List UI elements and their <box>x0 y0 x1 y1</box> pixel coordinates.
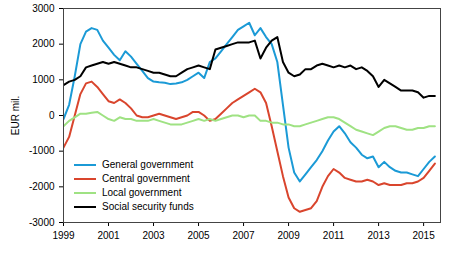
svg-text:2005: 2005 <box>187 230 210 241</box>
html-text:Social security funds: Social security funds <box>102 201 194 212</box>
svg-text:2000: 2000 <box>32 38 55 49</box>
svg-text:2013: 2013 <box>367 230 390 241</box>
svg-text:0: 0 <box>49 110 55 121</box>
svg-text:2001: 2001 <box>97 230 120 241</box>
svg-text:2003: 2003 <box>142 230 165 241</box>
svg-text:2007: 2007 <box>232 230 255 241</box>
html-text:General government: General government <box>102 159 194 170</box>
svg-text:1000: 1000 <box>32 74 55 85</box>
svg-text:-2000: -2000 <box>29 181 55 192</box>
svg-text:2011: 2011 <box>323 230 345 241</box>
svg-text:-3000: -3000 <box>29 217 55 228</box>
svg-text:1999: 1999 <box>52 230 75 241</box>
svg-text:EUR mil.: EUR mil. <box>10 96 21 135</box>
html-text:Local government: Local government <box>102 187 182 198</box>
svg-text:2015: 2015 <box>412 230 435 241</box>
svg-text:3000: 3000 <box>32 3 55 14</box>
svg-text:2009: 2009 <box>277 230 300 241</box>
html-text:Central government: Central government <box>102 173 190 184</box>
svg-text:-1000: -1000 <box>29 145 55 156</box>
